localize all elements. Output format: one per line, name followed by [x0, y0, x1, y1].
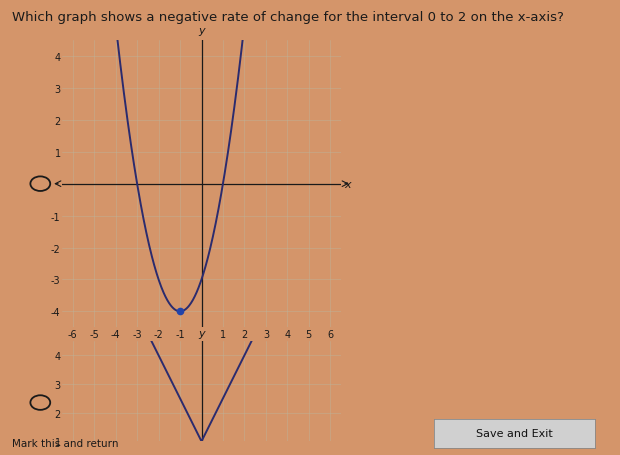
Text: x: x — [344, 179, 351, 189]
Text: Mark this and return: Mark this and return — [12, 438, 119, 448]
Text: Which graph shows a negative rate of change for the interval 0 to 2 on the x-axi: Which graph shows a negative rate of cha… — [12, 11, 564, 25]
Text: y: y — [198, 26, 205, 36]
Text: y: y — [198, 329, 205, 339]
Text: Save and Exit: Save and Exit — [476, 429, 553, 438]
